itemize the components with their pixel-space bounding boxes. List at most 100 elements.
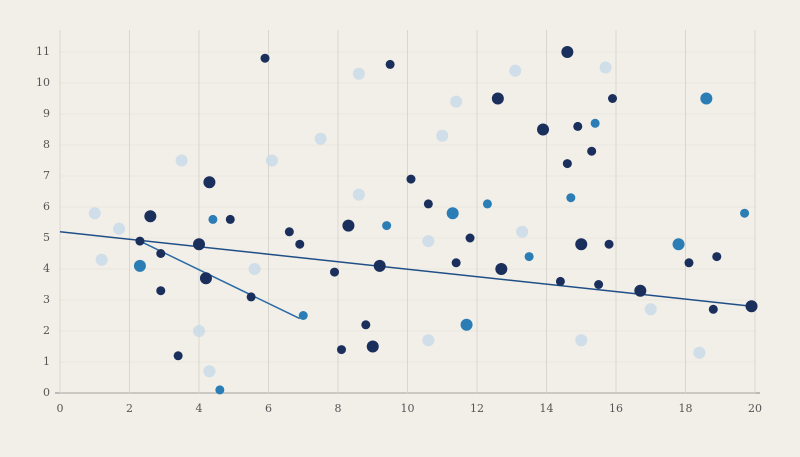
point [555,276,565,286]
y-tick-label: 11 [36,45,50,58]
point [590,118,600,128]
point [561,46,574,58]
y-tick-label: 6 [43,200,50,213]
x-tick-label: 14 [540,402,554,415]
point [295,239,305,249]
point [482,199,492,209]
point [352,67,365,80]
point [436,129,449,142]
y-tick-label: 2 [43,324,50,337]
point [604,239,614,249]
point [144,210,157,223]
point [385,59,395,69]
point [373,259,386,272]
point [208,214,218,224]
x-tick-label: 12 [470,402,484,415]
point [173,351,183,361]
x-tick-label: 0 [57,402,64,415]
y-tick-label: 5 [43,231,50,244]
point [460,318,473,331]
point [260,53,270,63]
point [599,61,612,74]
point [537,123,550,136]
x-tick-label: 2 [126,402,133,415]
x-tick-label: 8 [335,402,342,415]
point [451,258,461,268]
point [175,154,188,167]
point [573,121,583,131]
point [745,300,758,313]
point [693,346,706,359]
point [248,263,261,275]
y-tick-label: 10 [36,76,50,89]
point [422,334,435,347]
point [495,263,508,275]
point [199,272,212,285]
y-tick-label: 3 [43,293,50,306]
point [465,233,475,243]
trend-line [139,240,301,320]
point [575,334,588,347]
point [298,311,308,320]
point [422,235,435,248]
point [215,385,225,395]
x-tick-label: 10 [401,402,415,415]
point [608,94,618,103]
point [265,154,278,167]
point [135,236,145,246]
point [684,258,694,268]
point [366,340,379,353]
point [88,207,101,220]
y-tick-label: 7 [43,169,50,182]
point [423,199,433,209]
point [700,92,713,105]
point [193,238,205,251]
point [361,320,371,330]
point [382,221,392,231]
point [336,345,346,355]
point [225,214,235,224]
point [509,64,522,77]
point [446,207,459,220]
x-tick-label: 16 [609,402,623,415]
point [314,132,327,145]
point [672,238,685,251]
x-tick-label: 6 [265,402,272,415]
point [575,238,588,251]
point [193,325,205,337]
y-tick-label: 0 [43,386,50,399]
point [712,252,722,262]
point [491,92,504,105]
y-tick-label: 4 [43,262,50,275]
point [406,174,416,184]
point [524,252,534,262]
point [352,188,365,201]
point [203,176,216,189]
point [113,222,126,235]
point [587,146,597,156]
point [708,304,718,314]
point [342,219,355,232]
point [330,267,340,277]
point [634,284,647,297]
y-tick-label: 1 [43,355,50,368]
x-tick-label: 4 [196,402,203,415]
point [156,249,166,258]
y-tick-label: 8 [43,138,50,151]
point [95,253,108,266]
point [740,208,750,218]
point [246,292,256,302]
x-tick-label: 20 [748,402,762,415]
point [644,303,657,316]
point [594,280,604,289]
point [566,193,576,203]
point [156,286,166,296]
point [284,227,294,237]
point [516,225,529,238]
point [562,159,572,169]
point [450,95,463,108]
y-tick-label: 9 [43,107,50,120]
point [133,259,146,272]
point [203,365,216,378]
